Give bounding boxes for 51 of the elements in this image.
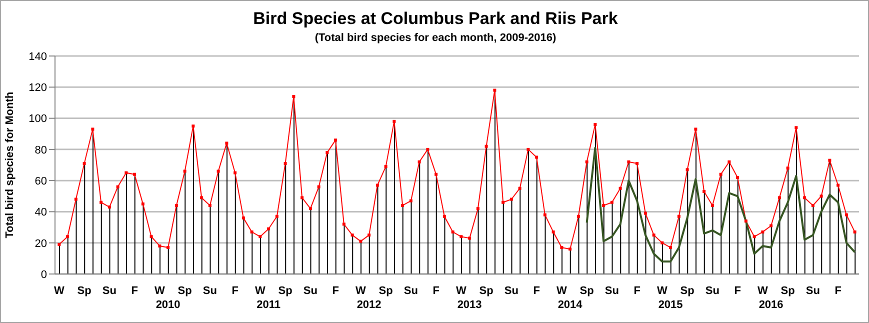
y-tick-label: 60 xyxy=(34,175,47,188)
x-tick-label: Sp xyxy=(77,285,92,297)
x-tick-label: W xyxy=(757,285,768,297)
x-tick-label: W xyxy=(254,285,266,297)
y-tick-label: 0 xyxy=(40,268,47,281)
x-tick-label: W xyxy=(456,285,467,297)
line-series xyxy=(586,146,856,263)
x-tick-label: Su xyxy=(504,285,518,297)
x-tick-label: Sp xyxy=(580,285,594,297)
x-tick-label: Su xyxy=(303,285,318,297)
x-tick-label: Sp xyxy=(378,285,394,297)
chart-subtitle: (Total bird species for each month, 2009-2016) xyxy=(314,32,558,44)
y-tick-label: 120 xyxy=(28,82,47,94)
x-tick-label: Su xyxy=(705,285,720,297)
x-tick-label: F xyxy=(131,285,138,297)
x-tick-label: Sp xyxy=(680,285,695,297)
y-tick-label: 80 xyxy=(34,144,47,156)
x-tick-label: Su xyxy=(102,285,116,297)
x-tick-label: F xyxy=(834,285,842,297)
x-tick-label: F xyxy=(332,285,340,297)
text: 2012 xyxy=(356,299,382,311)
y-tick-label: 40 xyxy=(34,206,47,219)
text: 2014 xyxy=(556,299,584,311)
x-tick-label: Su xyxy=(604,285,619,297)
x-tick-label: F xyxy=(734,285,742,297)
text: 2010 xyxy=(154,299,182,311)
x-tick-label: Su xyxy=(202,285,217,297)
y-axis-title: Total bird species for Month xyxy=(4,91,16,238)
y-tick-label: 20 xyxy=(34,238,47,250)
x-tick-label: W xyxy=(355,285,366,297)
text: 2013 xyxy=(456,299,483,311)
x-tick-label: Sp xyxy=(479,285,494,297)
x-tick-label: Su xyxy=(806,285,820,297)
x-tick-label: Sp xyxy=(178,285,192,297)
x-tick-label: Sp xyxy=(278,285,293,297)
x-tick-label: F xyxy=(232,285,239,297)
text: 2015 xyxy=(657,299,684,311)
text: 2016 xyxy=(758,299,784,311)
x-tick-label: W xyxy=(54,285,65,297)
text: 2011 xyxy=(256,299,282,311)
x-tick-label: F xyxy=(533,285,540,297)
x-tick-label: W xyxy=(656,285,668,297)
x-tick-label: Su xyxy=(404,285,418,297)
chart-title: Bird Species at Columbus Park and Riis Park xyxy=(253,9,618,28)
x-tick-label: F xyxy=(432,285,440,297)
x-tick-label: W xyxy=(556,285,568,297)
x-tick-label: W xyxy=(154,285,166,297)
x-tick-label: Sp xyxy=(780,285,796,297)
x-tick-label: F xyxy=(634,285,641,297)
y-tick-label: 100 xyxy=(28,113,47,126)
y-tick-label: 140 xyxy=(28,50,47,63)
